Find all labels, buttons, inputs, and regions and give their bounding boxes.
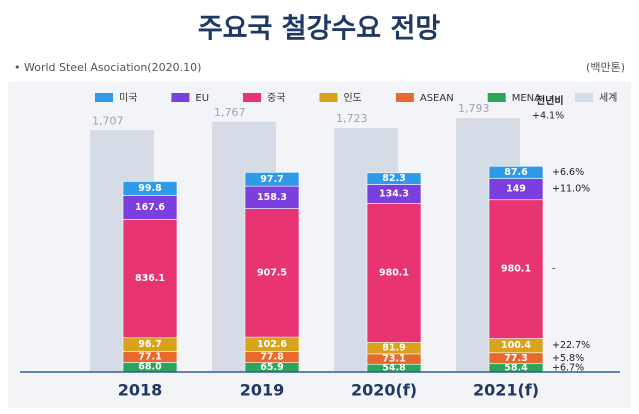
value-label: 73.1: [382, 354, 405, 365]
legend-swatch: [395, 93, 414, 102]
value-label: 96.7: [138, 339, 161, 350]
value-label: 58.4: [504, 362, 528, 373]
value-label: 77.8: [260, 352, 284, 363]
value-label: 65.9: [260, 362, 283, 373]
yoy-world: +4.1%: [532, 111, 564, 122]
x-tick-label: 2018: [118, 381, 163, 400]
value-label: 907.5: [257, 267, 287, 278]
legend-swatch: [487, 93, 506, 102]
bar-segment: [244, 172, 300, 187]
yoy-label: +6.6%: [552, 167, 584, 178]
world-label: 1,767: [214, 106, 246, 119]
value-label: 82.3: [382, 173, 405, 184]
value-label: 134.3: [379, 188, 409, 199]
legend-label: ASEAN: [420, 93, 454, 104]
value-label: 77.1: [138, 351, 161, 362]
legend-label: 인도: [343, 92, 361, 104]
bar-segment: [488, 165, 544, 179]
legend-label: 중국: [267, 92, 285, 104]
yoy-label: -: [552, 264, 555, 275]
value-label: 980.1: [501, 264, 531, 275]
bar-segment: [244, 208, 300, 338]
world-label: 1,723: [336, 112, 368, 125]
value-label: 102.6: [257, 339, 287, 350]
yoy-label: +22.7%: [552, 340, 590, 351]
legend-swatch: [243, 93, 262, 102]
yoy-label: +5.8%: [552, 353, 584, 364]
yoy-label: +11.0%: [552, 184, 590, 195]
value-label: 980.1: [379, 267, 409, 278]
value-label: 836.1: [135, 273, 165, 284]
yoy-label: +6.7%: [552, 362, 584, 373]
world-label: 1,707: [92, 114, 124, 127]
value-label: 99.8: [138, 183, 162, 194]
legend-label: MENA: [512, 93, 541, 104]
bar-segment: [122, 181, 178, 196]
value-label: 149: [506, 184, 526, 195]
bar-segment: [366, 203, 422, 343]
legend-label: EU: [195, 93, 209, 104]
legend-label: 미국: [119, 92, 137, 104]
value-label: 77.3: [504, 353, 527, 364]
value-label: 81.9: [382, 343, 405, 354]
x-tick-label: 2021(f): [473, 381, 539, 400]
value-label: 158.3: [257, 192, 287, 203]
legend-swatch: [574, 93, 593, 102]
bar-segment: [366, 172, 422, 185]
value-label: 100.4: [501, 340, 531, 351]
legend-swatch: [319, 93, 338, 102]
value-label: 68.0: [138, 362, 162, 373]
source: • World Steel Asociation(2020.10): [14, 61, 201, 74]
x-tick-label: 2020(f): [351, 381, 417, 400]
unit: (백만톤): [586, 61, 625, 74]
yoy-title: 전년비: [536, 94, 564, 107]
chart-title: 주요국 철강수요 전망: [198, 14, 441, 45]
legend-swatch: [171, 93, 190, 102]
value-label: 54.8: [382, 363, 406, 374]
bar-segment: [122, 219, 178, 339]
world-label: 1,793: [458, 102, 490, 115]
legend-swatch: [95, 93, 113, 102]
value-label: 87.6: [504, 167, 528, 178]
value-label: 97.7: [260, 174, 283, 185]
value-label: 167.6: [135, 202, 165, 213]
legend-label: 세계: [599, 92, 617, 104]
x-tick-label: 2019: [240, 381, 285, 400]
bar-segment: [488, 199, 544, 339]
